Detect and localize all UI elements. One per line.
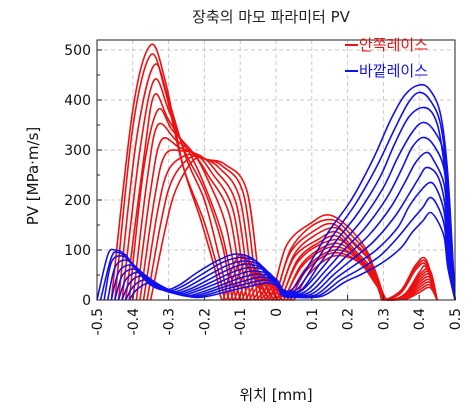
inner-race-curve — [110, 43, 438, 301]
x-axis-label: 위치 [mm] — [239, 386, 312, 404]
curves-layer — [96, 43, 456, 301]
y-tick-label: 500 — [64, 43, 91, 59]
legend-label: 안쪽레이스 — [359, 36, 428, 54]
tick-labels-layer: -0.5 -0.4 -0.3 -0.2 -0.1 0 0.1 0.2 0.3 0.4 0.5 0 100… — [64, 43, 464, 335]
x-tick-label: 0.1 — [305, 308, 321, 330]
y-tick-label: 300 — [64, 143, 91, 159]
ticks-layer — [96, 49, 456, 301]
x-tick-label: -0.4 — [126, 308, 142, 335]
chart-title: 장축의 마모 파라미터 PV — [192, 8, 351, 26]
y-tick-label: 100 — [64, 243, 91, 259]
outer-race-series — [96, 83, 456, 301]
inner-race-series — [110, 43, 438, 301]
outer-race-curve — [99, 91, 456, 301]
x-tick-label: -0.1 — [233, 308, 249, 335]
outer-race-curve — [106, 121, 456, 301]
inner-race-curve — [146, 155, 438, 301]
x-tick-label: 0.4 — [412, 308, 428, 330]
x-tick-label: -0.2 — [197, 308, 213, 335]
x-tick-label: 0.5 — [448, 308, 464, 330]
x-tick-label: -0.3 — [162, 308, 178, 335]
x-tick-label: 0.3 — [376, 308, 392, 330]
outer-race-curve — [128, 211, 456, 301]
y-tick-label: 400 — [64, 93, 91, 109]
y-tick-label: 200 — [64, 193, 91, 209]
x-tick-label: -0.5 — [90, 308, 106, 335]
inner-race-curve — [124, 92, 438, 301]
x-tick-label: 0.2 — [341, 308, 357, 330]
y-tick-label: 0 — [82, 293, 91, 309]
y-axis-label: PV [MPa·m/s] — [24, 127, 42, 226]
legend-label: 바깥레이스 — [359, 62, 428, 80]
inner-race-curve — [117, 63, 438, 301]
x-tick-label: 0 — [269, 308, 285, 317]
